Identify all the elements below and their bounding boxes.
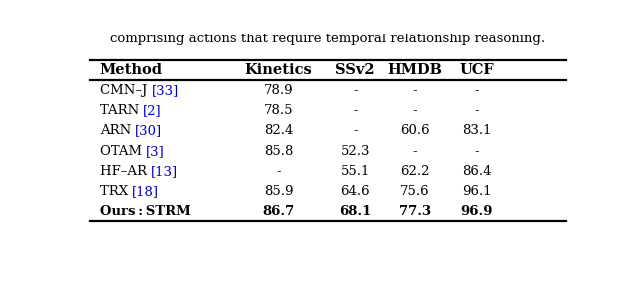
Text: Kinetics: Kinetics bbox=[244, 63, 312, 77]
Text: -: - bbox=[413, 145, 417, 158]
Text: -: - bbox=[353, 104, 358, 117]
Text: -: - bbox=[276, 165, 281, 178]
Text: HMDB: HMDB bbox=[387, 63, 442, 77]
Text: Method: Method bbox=[100, 63, 163, 77]
Text: [30]: [30] bbox=[135, 124, 163, 138]
Text: 96.1: 96.1 bbox=[462, 185, 492, 198]
Text: HF–AR: HF–AR bbox=[100, 165, 151, 178]
Text: -: - bbox=[474, 84, 479, 97]
Text: 52.3: 52.3 bbox=[340, 145, 370, 158]
Text: 60.6: 60.6 bbox=[400, 124, 429, 138]
Text: 85.9: 85.9 bbox=[264, 185, 293, 198]
Text: TRX: TRX bbox=[100, 185, 132, 198]
Text: SSv2: SSv2 bbox=[335, 63, 375, 77]
Text: 62.2: 62.2 bbox=[400, 165, 429, 178]
Text: -: - bbox=[474, 104, 479, 117]
Text: -: - bbox=[413, 104, 417, 117]
Text: 64.6: 64.6 bbox=[340, 185, 370, 198]
Text: [13]: [13] bbox=[151, 165, 178, 178]
Text: 68.1: 68.1 bbox=[339, 205, 371, 218]
Text: 82.4: 82.4 bbox=[264, 124, 293, 138]
Text: comprising actions that require temporal relationship reasoning.: comprising actions that require temporal… bbox=[111, 32, 545, 45]
Text: 83.1: 83.1 bbox=[462, 124, 492, 138]
Text: 75.6: 75.6 bbox=[400, 185, 429, 198]
Text: -: - bbox=[413, 84, 417, 97]
Text: [3]: [3] bbox=[146, 145, 165, 158]
Text: 96.9: 96.9 bbox=[461, 205, 493, 218]
Text: OTAM: OTAM bbox=[100, 145, 146, 158]
Text: 78.5: 78.5 bbox=[264, 104, 293, 117]
Text: [18]: [18] bbox=[132, 185, 159, 198]
Text: [2]: [2] bbox=[143, 104, 162, 117]
Text: 78.9: 78.9 bbox=[264, 84, 293, 97]
Text: -: - bbox=[353, 124, 358, 138]
Text: ARN: ARN bbox=[100, 124, 135, 138]
Text: 85.8: 85.8 bbox=[264, 145, 293, 158]
Text: Ours : STRM: Ours : STRM bbox=[100, 205, 191, 218]
Text: CMN–J: CMN–J bbox=[100, 84, 152, 97]
Text: TARN: TARN bbox=[100, 104, 143, 117]
Text: 86.7: 86.7 bbox=[262, 205, 294, 218]
Text: [33]: [33] bbox=[152, 84, 179, 97]
Text: -: - bbox=[353, 84, 358, 97]
Text: 55.1: 55.1 bbox=[340, 165, 370, 178]
Text: UCF: UCF bbox=[460, 63, 494, 77]
Text: -: - bbox=[474, 145, 479, 158]
Text: 86.4: 86.4 bbox=[462, 165, 492, 178]
Text: 77.3: 77.3 bbox=[399, 205, 431, 218]
